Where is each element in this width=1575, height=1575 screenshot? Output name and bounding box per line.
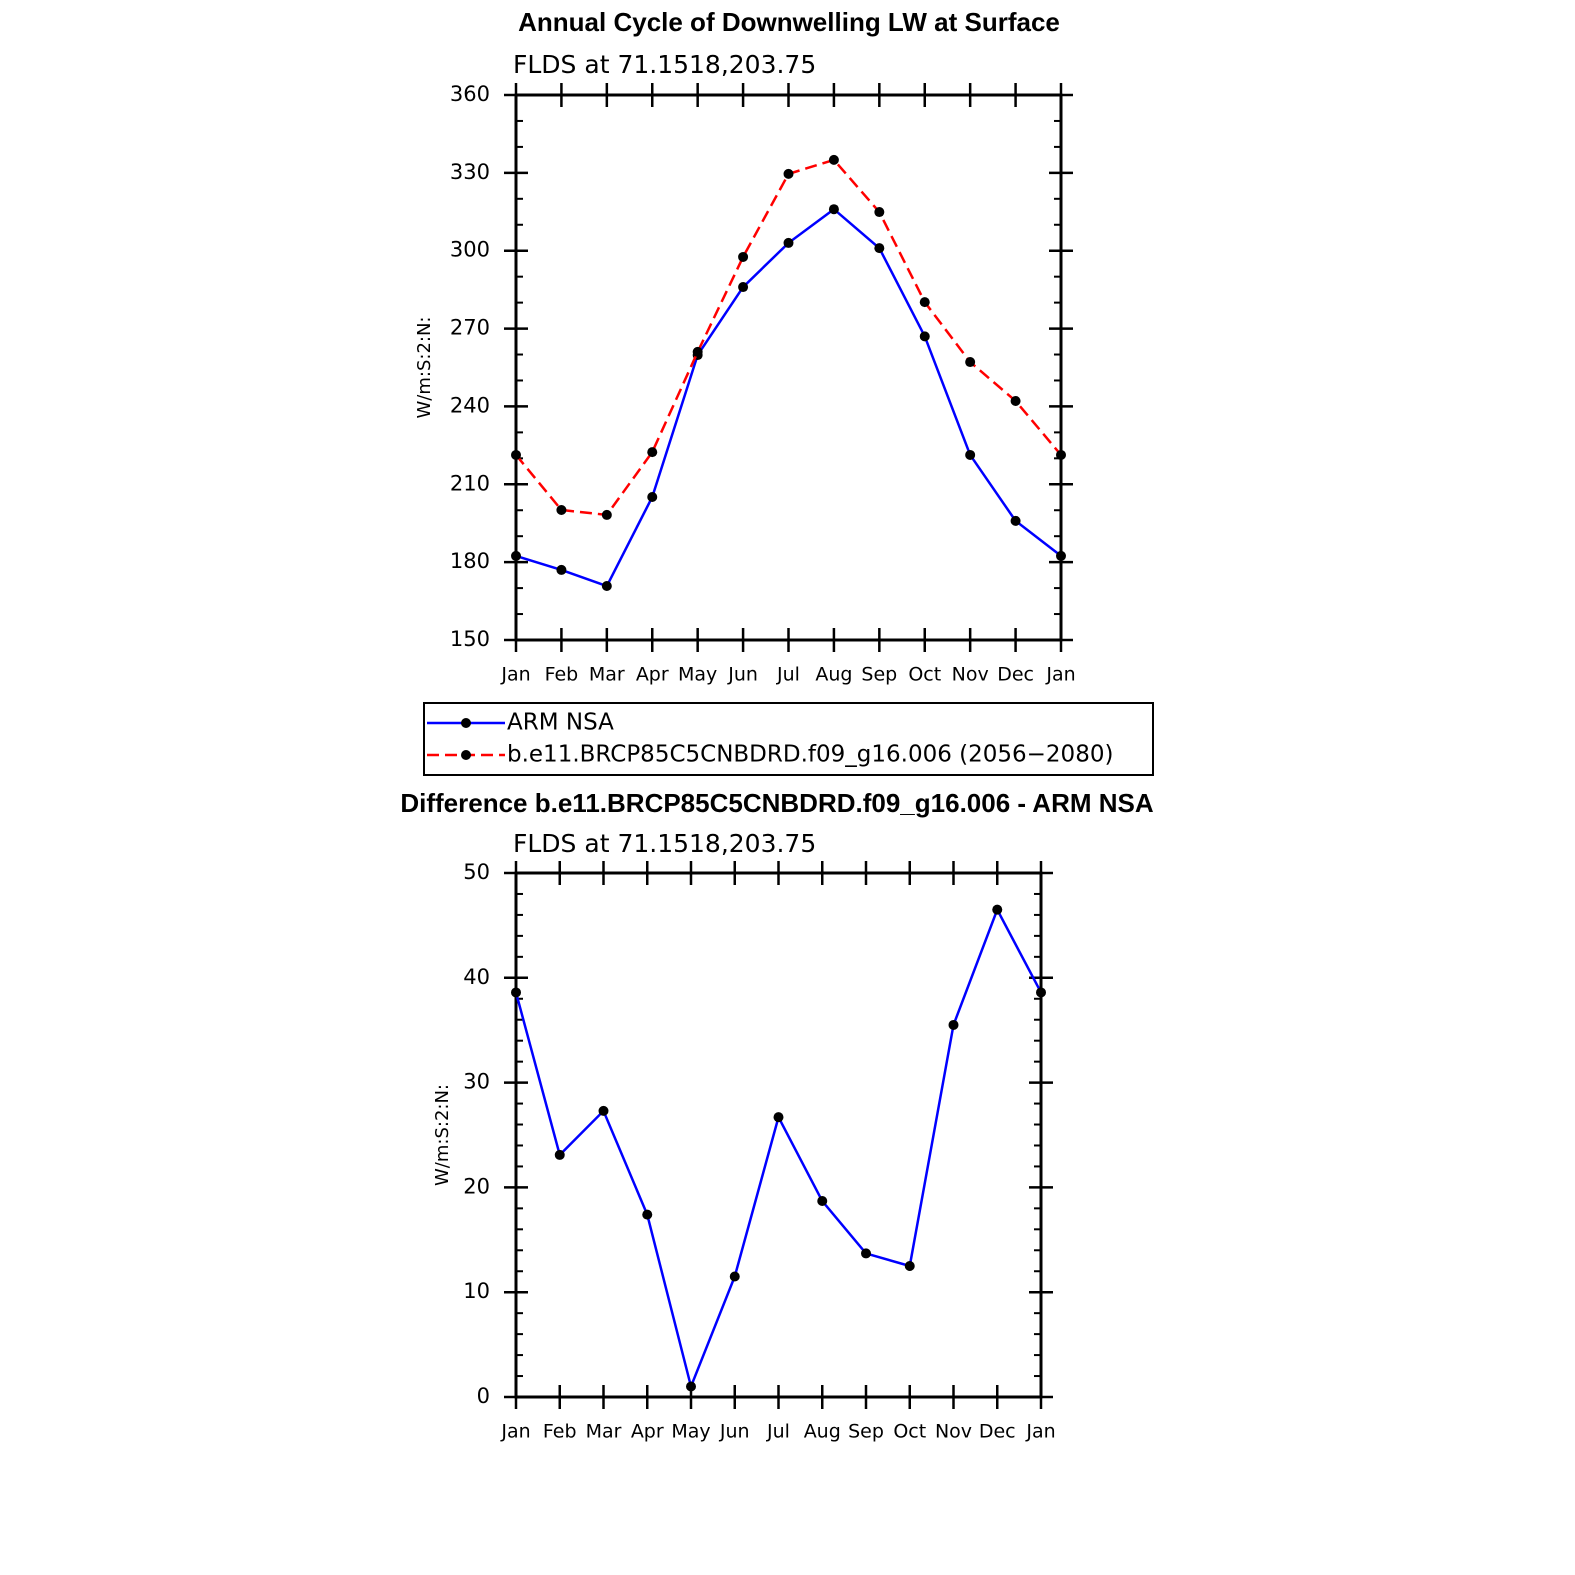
data-point bbox=[642, 1209, 653, 1220]
data-point bbox=[601, 581, 612, 592]
x-tick-label: Jan bbox=[1045, 664, 1075, 686]
data-point bbox=[773, 1112, 784, 1123]
data-point bbox=[511, 987, 521, 998]
chart-title: Difference b.e11.BRCP85C5CNBDRD.f09_g16.… bbox=[400, 788, 1154, 818]
data-point bbox=[647, 447, 658, 458]
x-tick-label: Aug bbox=[804, 1421, 841, 1443]
data-point bbox=[861, 1248, 871, 1259]
y-axis-label: W/m:S:2:N: bbox=[432, 1084, 453, 1186]
x-tick-label: Apr bbox=[631, 1421, 664, 1443]
y-tick-label: 330 bbox=[450, 160, 490, 184]
y-tick-label: 150 bbox=[450, 627, 490, 651]
x-tick-label: Feb bbox=[543, 1421, 577, 1443]
chart-subtitle: FLDS at 71.1518,203.75 bbox=[513, 829, 816, 858]
x-tick-label: May bbox=[678, 664, 717, 686]
x-tick-label: May bbox=[671, 1421, 710, 1443]
data-point bbox=[598, 1105, 609, 1116]
x-tick-label: Jan bbox=[500, 1421, 530, 1443]
data-point bbox=[1056, 550, 1066, 561]
data-point bbox=[817, 1196, 828, 1207]
data-point bbox=[965, 449, 976, 460]
data-point bbox=[919, 297, 930, 308]
x-tick-label: Aug bbox=[815, 664, 852, 686]
data-point bbox=[919, 331, 930, 342]
legend-label: b.e11.BRCP85C5CNBDRD.f09_g16.006 (2056−2… bbox=[507, 742, 1113, 768]
legend-marker bbox=[461, 750, 471, 760]
data-point bbox=[783, 237, 794, 248]
x-tick-label: Mar bbox=[589, 664, 625, 686]
data-point bbox=[1036, 987, 1046, 998]
chart-subtitle: FLDS at 71.1518,203.75 bbox=[513, 50, 816, 79]
data-point bbox=[904, 1261, 915, 1271]
data-point bbox=[874, 207, 885, 218]
y-tick-label: 40 bbox=[463, 965, 490, 989]
chart-title: Annual Cycle of Downwelling LW at Surfac… bbox=[518, 7, 1060, 37]
x-tick-label: Jul bbox=[766, 1421, 790, 1443]
y-tick-label: 20 bbox=[463, 1174, 490, 1198]
x-tick-label: Jul bbox=[776, 664, 800, 686]
x-tick-label: Oct bbox=[908, 664, 941, 686]
data-point bbox=[647, 492, 658, 503]
y-tick-label: 180 bbox=[450, 549, 490, 573]
data-point bbox=[992, 904, 1003, 915]
data-point bbox=[874, 243, 885, 254]
x-tick-label: Mar bbox=[586, 1421, 622, 1443]
data-point bbox=[828, 154, 839, 165]
x-tick-label: Jun bbox=[727, 664, 758, 686]
x-tick-label: Jan bbox=[1025, 1421, 1055, 1443]
x-tick-label: Sep bbox=[848, 1421, 884, 1443]
data-point bbox=[1056, 449, 1066, 460]
data-point bbox=[729, 1271, 740, 1282]
x-tick-label: Jun bbox=[719, 1421, 750, 1443]
x-tick-label: Dec bbox=[979, 1421, 1016, 1443]
y-tick-label: 210 bbox=[450, 471, 490, 495]
data-point bbox=[686, 1381, 696, 1392]
data-point bbox=[948, 1019, 959, 1030]
x-tick-label: Apr bbox=[636, 664, 669, 686]
data-point bbox=[783, 168, 794, 179]
data-point bbox=[738, 282, 749, 293]
legend-label: ARM NSA bbox=[507, 710, 614, 736]
data-point bbox=[554, 1149, 565, 1160]
x-tick-label: Jan bbox=[500, 664, 530, 686]
y-tick-label: 10 bbox=[463, 1279, 490, 1303]
data-point bbox=[601, 509, 612, 520]
y-tick-label: 0 bbox=[477, 1384, 490, 1408]
data-point bbox=[511, 550, 521, 561]
y-tick-label: 360 bbox=[450, 82, 490, 106]
y-tick-label: 300 bbox=[450, 238, 490, 262]
data-point bbox=[828, 204, 839, 215]
x-tick-label: Nov bbox=[952, 664, 989, 686]
x-tick-label: Oct bbox=[893, 1421, 926, 1443]
y-tick-label: 270 bbox=[450, 316, 490, 340]
y-tick-label: 50 bbox=[463, 860, 490, 884]
data-point bbox=[511, 449, 521, 460]
data-point bbox=[1010, 395, 1021, 406]
legend-box bbox=[423, 702, 1154, 776]
data-point bbox=[738, 251, 749, 262]
y-tick-label: 240 bbox=[450, 393, 490, 417]
data-point bbox=[556, 504, 567, 515]
data-point bbox=[1010, 515, 1021, 526]
y-tick-label: 30 bbox=[463, 1070, 490, 1094]
legend-marker bbox=[461, 718, 471, 728]
x-tick-label: Sep bbox=[861, 664, 897, 686]
x-tick-label: Nov bbox=[935, 1421, 972, 1443]
y-axis-label: W/m:S:2:N: bbox=[414, 317, 435, 419]
data-point bbox=[556, 564, 567, 575]
data-point bbox=[692, 346, 703, 357]
x-tick-label: Feb bbox=[545, 664, 579, 686]
data-point bbox=[965, 357, 976, 368]
x-tick-label: Dec bbox=[997, 664, 1034, 686]
